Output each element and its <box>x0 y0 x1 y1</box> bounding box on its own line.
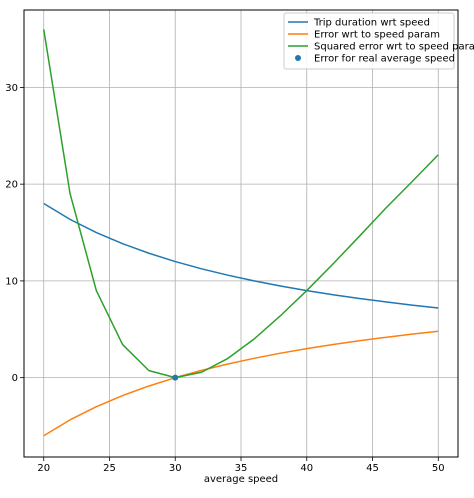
legend-label: Trip duration wrt speed <box>313 18 430 29</box>
series-line-2 <box>42 29 439 379</box>
legend-marker <box>295 55 301 61</box>
y-tick-label: 10 <box>5 276 18 287</box>
series-layer <box>42 29 439 437</box>
x-tick-label: 20 <box>37 463 50 474</box>
x-tick-label: 35 <box>235 463 248 474</box>
scatter-point-3 <box>172 374 179 381</box>
series-line-1 <box>43 330 439 437</box>
x-tick-label: 50 <box>432 463 445 474</box>
x-axis-label: average speed <box>204 474 278 485</box>
series-line-0 <box>43 202 439 309</box>
legend-label: Error wrt to speed param <box>314 30 440 41</box>
y-tick-label: 20 <box>5 180 18 191</box>
tick-labels: 20 25 30 35 40 45 50 0 10 20 30 <box>5 83 444 474</box>
x-tick-label: 40 <box>300 463 313 474</box>
y-tick-label: 30 <box>5 83 18 94</box>
legend-box <box>283 12 455 70</box>
x-tick-label: 30 <box>169 463 182 474</box>
grid <box>24 10 458 457</box>
legend-label: Error for real average speed <box>314 54 455 65</box>
y-tick-label: 0 <box>12 373 18 384</box>
x-tick-label: 25 <box>103 463 116 474</box>
legend-label: Squared error wrt to speed param <box>314 42 474 53</box>
x-tick-label: 45 <box>366 463 379 474</box>
